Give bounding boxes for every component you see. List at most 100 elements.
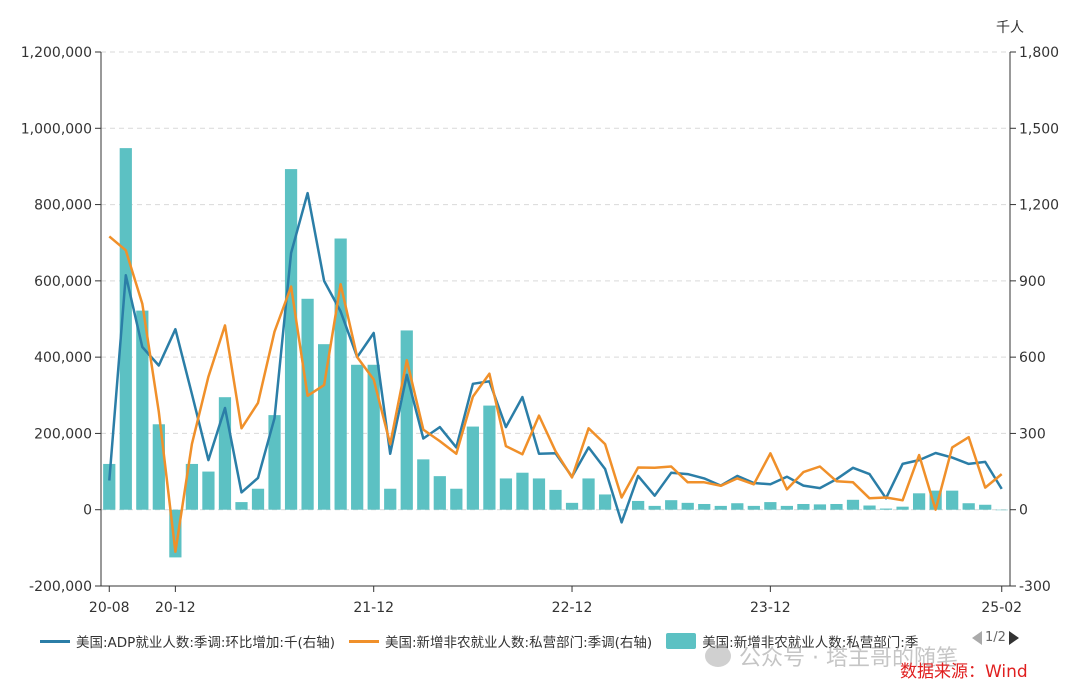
bar	[284, 169, 298, 510]
line-series	[108, 191, 1003, 553]
legend-item-adp[interactable]: 美国:ADP就业人数:季调:环比增加:千(右轴)	[40, 631, 335, 651]
bar	[813, 504, 827, 510]
bar	[582, 478, 595, 510]
bar	[334, 238, 347, 510]
bar	[598, 494, 612, 510]
legend-pager: 1/2	[972, 630, 1019, 645]
bar-series	[103, 148, 1008, 558]
left-tick-label: 800,000	[34, 198, 92, 214]
bar	[351, 364, 364, 510]
next-page-icon[interactable]	[1008, 630, 1019, 645]
x-tick-label: 22-12	[552, 600, 593, 616]
bar	[384, 488, 397, 510]
chart: 1,200,000 1,000,000 800,000 600,000 400,000 2…	[21, 20, 1059, 616]
bar	[433, 476, 446, 510]
data-source: 数据来源：Wind	[900, 662, 1028, 682]
nonfarm-line	[108, 235, 1003, 553]
bar	[119, 148, 132, 510]
x-tick-label: 21-12	[353, 600, 394, 616]
legend-label-adp: 美国:ADP就业人数:季调:环比增加:千(右轴)	[76, 635, 335, 651]
right-tick-label: 900	[1019, 274, 1046, 290]
bar	[268, 415, 281, 510]
bar	[648, 505, 661, 510]
bar	[152, 424, 165, 510]
left-tick-label: 200,000	[34, 426, 92, 442]
legend-swatch-adp	[40, 639, 70, 643]
bar	[450, 488, 463, 510]
bar	[912, 493, 926, 510]
right-tick-label: 0	[1019, 503, 1028, 519]
bar	[185, 463, 199, 510]
bar	[665, 500, 678, 510]
bar	[549, 489, 562, 510]
bar	[797, 503, 810, 510]
bar	[235, 502, 248, 510]
bar	[516, 472, 529, 510]
bar	[136, 310, 149, 510]
bar	[946, 490, 959, 510]
left-tick-label: -200,000	[29, 579, 92, 595]
bar	[698, 503, 711, 510]
prev-page-icon[interactable]	[972, 630, 982, 645]
right-tick-label: 300	[1019, 426, 1046, 442]
bar	[318, 344, 331, 510]
bar	[417, 459, 430, 510]
left-tick-label: 600,000	[34, 274, 92, 290]
bar	[979, 504, 992, 510]
right-tick-label: 1,800	[1019, 45, 1059, 61]
watermark-text: 公众号 · 塔主哥的随笔	[739, 646, 958, 671]
legend-label-bars: 美国:新增非农就业人数:私营部门:季	[702, 635, 919, 651]
bar	[632, 500, 645, 510]
right-tick-label: 1,500	[1019, 121, 1059, 137]
legend-page-indicator: 1/2	[985, 630, 1006, 645]
bar	[747, 505, 760, 510]
bar	[532, 478, 546, 510]
legend-item-bars[interactable]: 美国:新增非农就业人数:私营部门:季	[666, 631, 918, 651]
x-tick-label: 25-02	[981, 600, 1022, 616]
bar	[962, 503, 975, 510]
bar	[780, 505, 793, 510]
bar	[499, 478, 513, 510]
left-tick-label: 400,000	[34, 350, 92, 366]
bar	[251, 488, 265, 510]
left-tick-label: 0	[83, 503, 92, 519]
left-tick-label: 1,000,000	[21, 121, 92, 137]
bar	[846, 499, 860, 510]
legend-swatch-bars	[666, 633, 697, 649]
right-tick-label: -300	[1019, 579, 1051, 595]
bar	[896, 506, 909, 510]
bar	[565, 502, 579, 510]
bar	[466, 426, 479, 510]
bar	[367, 364, 380, 510]
bar	[681, 502, 694, 510]
right-tick-label: 1,200	[1019, 198, 1059, 214]
bar	[879, 508, 893, 510]
bar	[863, 505, 876, 510]
bar	[483, 405, 496, 510]
bar	[764, 502, 777, 510]
legend-label-nonfarm: 美国:新增非农就业人数:私营部门:季调(右轴)	[385, 635, 653, 651]
wechat-icon	[705, 645, 731, 667]
legend: 美国:ADP就业人数:季调:环比增加:千(右轴) 美国:新增非农就业人数:私营部…	[40, 630, 932, 652]
watermark: 公众号 · 塔主哥的随笔	[705, 640, 958, 672]
bar	[995, 509, 1008, 511]
bar	[202, 471, 215, 510]
bar	[615, 509, 628, 511]
gridlines	[101, 51, 1010, 511]
bar	[400, 330, 413, 510]
right-axis-unit: 千人	[996, 20, 1024, 36]
x-tick-label: 23-12	[750, 600, 791, 616]
right-tick-label: 600	[1019, 350, 1046, 366]
bar	[830, 503, 843, 510]
bar	[731, 503, 744, 510]
bar	[103, 463, 116, 510]
bar	[301, 298, 314, 510]
axes: 1,200,000 1,000,000 800,000 600,000 400,000 2…	[21, 45, 1059, 616]
adp-line	[108, 191, 1003, 524]
legend-swatch-nonfarm	[349, 639, 379, 643]
x-tick-label: 20-12	[155, 600, 196, 616]
legend-item-nonfarm[interactable]: 美国:新增非农就业人数:私营部门:季调(右轴)	[349, 631, 652, 651]
left-tick-label: 1,200,000	[21, 45, 92, 61]
bar	[714, 505, 727, 510]
x-tick-label: 20-08	[89, 600, 130, 616]
